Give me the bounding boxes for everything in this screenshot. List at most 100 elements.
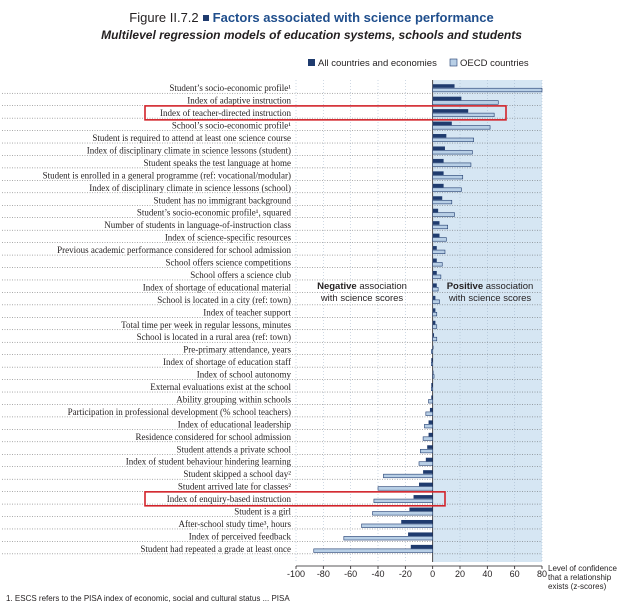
bar-all-countries — [432, 158, 444, 163]
bar-all-countries — [413, 495, 433, 499]
bar-all-countries — [427, 445, 433, 449]
highlight-box — [144, 105, 507, 121]
category-label: School’s socio-economic profile¹ — [172, 121, 291, 131]
bar-oecd — [422, 436, 433, 441]
negative-annotation: Negative association — [317, 281, 407, 292]
bar-all-countries — [432, 270, 437, 275]
bar-all-countries — [431, 358, 433, 362]
category-label: Ability grouping within schools — [176, 394, 291, 404]
bar-all-countries — [432, 320, 436, 325]
category-label: Index of enquiry-based instruction — [167, 494, 292, 504]
category-label: Index of teacher support — [203, 307, 291, 317]
bar-oecd — [420, 448, 433, 454]
bar-oecd — [432, 112, 495, 118]
category-label: Residence considered for school admissio… — [136, 432, 292, 442]
bar-all-countries — [401, 519, 433, 524]
bar-all-countries — [432, 221, 440, 225]
bar-all-countries — [432, 308, 436, 312]
bar-oecd — [425, 411, 433, 416]
bar-all-countries — [432, 146, 445, 151]
bar-all-countries — [432, 134, 447, 138]
bar-all-countries — [432, 183, 444, 188]
bar-oecd — [313, 548, 433, 553]
bar-oecd — [430, 386, 433, 391]
bar-oecd — [432, 287, 439, 292]
category-label: School is located in a rural area (ref: … — [137, 332, 291, 342]
highlight-box — [144, 491, 446, 507]
category-label: Student arrived late for classes² — [178, 482, 291, 492]
category-label: Total time per week in regular lessons, … — [121, 320, 291, 330]
bar-oecd — [432, 199, 453, 205]
bar-oecd — [432, 262, 443, 267]
bar-all-countries — [425, 457, 433, 462]
bar-oecd — [432, 212, 455, 217]
bar-all-countries — [431, 395, 433, 400]
bar-all-countries — [431, 383, 433, 387]
category-label: Student is required to attend at least o… — [92, 133, 291, 143]
title-bullet-icon — [202, 15, 209, 21]
bar-all-countries — [432, 345, 434, 350]
negative-annotation-line2: with science scores — [320, 293, 404, 304]
category-label: School offers science competitions — [165, 258, 291, 268]
category-label: Student’s socio-economic profile¹ — [169, 83, 291, 93]
bar-oecd — [430, 361, 433, 367]
figure-main-title: Factors associated with science performa… — [212, 10, 494, 25]
x-tick-label: -80 — [317, 569, 330, 579]
footnote: 1. ESCS refers to the PISA index of econ… — [6, 594, 290, 602]
bar-all-countries — [410, 544, 433, 549]
legend-swatch-all — [308, 59, 315, 66]
bar-oecd — [432, 249, 446, 254]
x-axis-title: that a relationship — [548, 573, 612, 582]
category-label: Index of teacher-directed instruction — [160, 108, 292, 118]
figure-subtitle: Multilevel regression models of educatio… — [101, 28, 522, 42]
legend-label-all: All countries and economies — [318, 58, 437, 69]
bar-all-countries — [409, 507, 433, 512]
bar-all-countries — [432, 96, 462, 101]
bar-oecd — [432, 224, 448, 230]
category-label: Student is a girl — [234, 507, 291, 517]
bar-all-countries — [428, 432, 433, 437]
x-axis-title: exists (z-scores) — [548, 582, 607, 591]
bar-all-countries — [419, 482, 433, 487]
category-label: School offers a science club — [190, 270, 291, 280]
category-label: Participation in professional developmen… — [68, 407, 291, 417]
bar-oecd — [377, 486, 433, 491]
bar-oecd — [432, 125, 491, 130]
category-label: Index of student behaviour hindering lea… — [126, 457, 292, 467]
bar-all-countries — [432, 258, 437, 263]
bar-oecd — [432, 137, 474, 142]
bar-oecd — [432, 274, 442, 279]
x-tick-label: 20 — [455, 569, 465, 579]
category-label: Index of shortage of education staff — [163, 357, 291, 367]
bar-oecd — [418, 461, 433, 466]
bar-oecd — [432, 312, 438, 317]
bar-oecd — [432, 299, 440, 304]
category-label: Previous academic performance considered… — [57, 245, 291, 255]
bar-all-countries — [432, 84, 455, 88]
bar-oecd — [361, 523, 433, 528]
category-label: Index of science-specific resources — [165, 233, 292, 243]
x-tick-label: 80 — [537, 569, 547, 579]
x-tick-label: -20 — [399, 569, 412, 579]
bar-oecd — [373, 498, 433, 503]
category-label: Index of disciplinary climate in science… — [89, 183, 291, 193]
bar-all-countries — [432, 233, 440, 238]
x-tick-label: 60 — [510, 569, 520, 579]
bar-all-countries — [432, 196, 443, 200]
bar-oecd — [343, 536, 433, 541]
bar-all-countries — [432, 121, 452, 126]
category-label: Student had repeated a grade at least on… — [140, 544, 291, 554]
bar-oecd — [432, 175, 464, 180]
bar-all-countries — [423, 470, 433, 474]
category-label: Index of school autonomy — [197, 370, 292, 380]
bar-oecd — [432, 87, 543, 93]
bar-all-countries — [432, 109, 469, 113]
bar-all-countries — [432, 370, 434, 375]
bar-oecd — [432, 162, 472, 167]
bar-all-countries — [429, 407, 433, 412]
bar-oecd — [432, 374, 435, 379]
x-tick-label: -40 — [371, 569, 384, 579]
bar-all-countries — [432, 171, 444, 175]
category-label: Student is enrolled in a general program… — [43, 170, 291, 180]
